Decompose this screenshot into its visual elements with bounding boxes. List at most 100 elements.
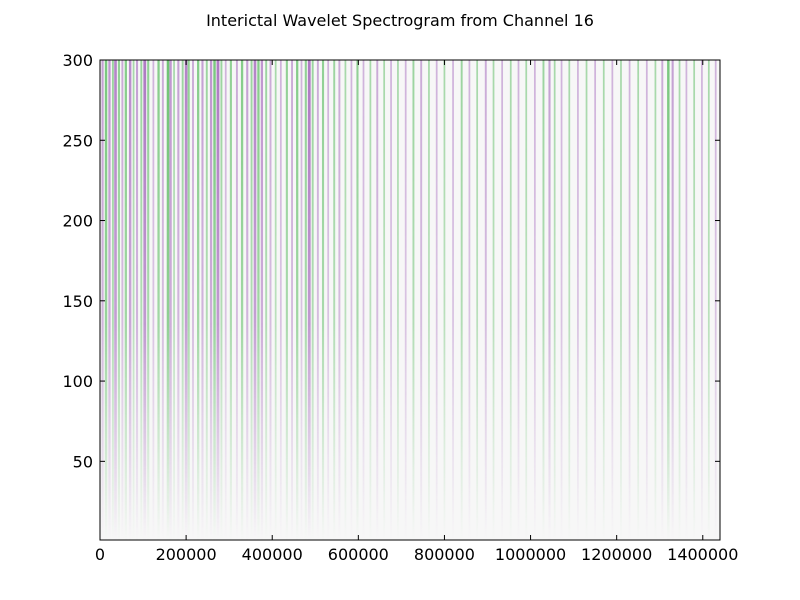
heatmap-streak: [517, 60, 520, 540]
heatmap-streak: [229, 60, 232, 540]
heatmap-streak: [611, 60, 614, 540]
heatmap-streak: [548, 60, 551, 540]
heatmap-streak: [114, 60, 117, 540]
heatmap-streak: [307, 60, 311, 540]
heatmap-streak: [533, 60, 536, 540]
chart-title: Interictal Wavelet Spectrogram from Chan…: [206, 11, 594, 30]
y-tick-label: 200: [62, 212, 93, 231]
heatmap-streak: [344, 60, 347, 540]
y-tick-label: 250: [62, 131, 93, 150]
heatmap-streak: [265, 60, 268, 540]
heatmap-streak: [201, 60, 204, 540]
y-tick-label: 150: [62, 292, 93, 311]
heatmap-streak: [661, 60, 664, 540]
heatmap-streak: [117, 60, 120, 540]
heatmap-streak: [246, 60, 249, 540]
heatmap-streak: [285, 60, 288, 540]
x-tick-label: 800000: [414, 545, 475, 564]
heatmap-streak: [173, 60, 175, 540]
heatmap-streak: [321, 60, 325, 540]
heatmap-streak: [213, 60, 216, 540]
heatmap-streak: [667, 60, 670, 540]
heatmap-streak: [553, 60, 556, 540]
heatmap-streak: [468, 60, 471, 540]
heatmap-streak: [678, 60, 681, 540]
heatmap-streak: [311, 60, 314, 540]
heatmap-streak: [128, 60, 132, 540]
heatmap-streak: [671, 60, 674, 540]
heatmap-streak: [253, 60, 257, 540]
heatmap-streak: [279, 60, 282, 540]
y-tick-label: 300: [62, 51, 93, 70]
x-tick-label: 400000: [242, 545, 303, 564]
heatmap-streak: [501, 60, 504, 540]
heatmap-streak: [685, 60, 688, 540]
heatmap-streak: [250, 60, 253, 540]
heatmap-streak: [147, 60, 150, 540]
heatmap-streak: [235, 60, 238, 540]
heatmap-streak: [300, 60, 303, 540]
heatmap-streak: [362, 60, 365, 540]
heatmap-streak: [509, 60, 512, 540]
heatmap-streak: [140, 60, 143, 540]
heatmap-streak: [525, 60, 528, 540]
heatmap-streak: [376, 60, 379, 540]
heatmap-streak: [101, 60, 104, 540]
heatmap-streaks: [101, 60, 717, 540]
heatmap-streak: [560, 60, 563, 540]
x-tick-label: 1000000: [495, 545, 566, 564]
heatmap-streak: [327, 60, 330, 540]
heatmap-streak: [240, 60, 244, 540]
heatmap-streak: [181, 60, 184, 540]
heatmap-streak: [187, 60, 190, 540]
heatmap-streak: [216, 60, 220, 540]
heatmap-streak: [169, 60, 172, 540]
heatmap-streak: [124, 60, 127, 540]
heatmap-streak: [568, 60, 571, 540]
heatmap-streak: [209, 60, 213, 540]
heatmap-streak: [197, 60, 200, 540]
heatmap-streak: [383, 60, 386, 540]
heatmap-streak: [132, 60, 135, 540]
heatmap-streak: [350, 60, 353, 540]
heatmap-streak: [338, 60, 341, 540]
heatmap-streak: [369, 60, 372, 540]
heatmap-streak: [143, 60, 147, 540]
heatmap-streak: [152, 60, 155, 540]
heatmap-streak: [397, 60, 399, 540]
heatmap-streak: [269, 60, 272, 540]
heatmap-streak: [585, 60, 588, 540]
heatmap-streak: [484, 60, 487, 540]
heatmap-streak: [594, 60, 597, 540]
heatmap-streak: [108, 60, 111, 540]
plot-area: [99, 59, 721, 541]
heatmap-streak: [274, 60, 277, 540]
heatmap-streak: [693, 60, 696, 540]
heatmap-streak: [602, 60, 605, 540]
x-tick-label: 200000: [156, 545, 217, 564]
heatmap-streak: [257, 60, 260, 540]
heatmap-streak: [645, 60, 648, 540]
heatmap-streak: [104, 60, 108, 540]
heatmap-streak: [356, 60, 359, 540]
heatmap-streak: [157, 60, 160, 540]
heatmap-streak: [428, 60, 430, 540]
heatmap-streak: [260, 60, 264, 540]
heatmap-streak: [220, 60, 223, 540]
heatmap-streak: [542, 60, 545, 540]
heatmap-streak: [316, 60, 319, 540]
heatmap-streak: [701, 60, 703, 540]
heatmap-streak: [492, 60, 495, 540]
heatmap-streak: [205, 60, 208, 540]
heatmap-streak: [577, 60, 579, 540]
heatmap-streak: [476, 60, 479, 540]
heatmap-streak: [111, 60, 114, 540]
heatmap-streak: [654, 60, 657, 540]
heatmap-streak: [121, 60, 124, 540]
heatmap-streak: [192, 60, 194, 540]
heatmap-streak: [452, 60, 454, 540]
heatmap-streak: [135, 60, 139, 540]
x-tick-label: 600000: [328, 545, 389, 564]
y-tick-label: 100: [62, 372, 93, 391]
